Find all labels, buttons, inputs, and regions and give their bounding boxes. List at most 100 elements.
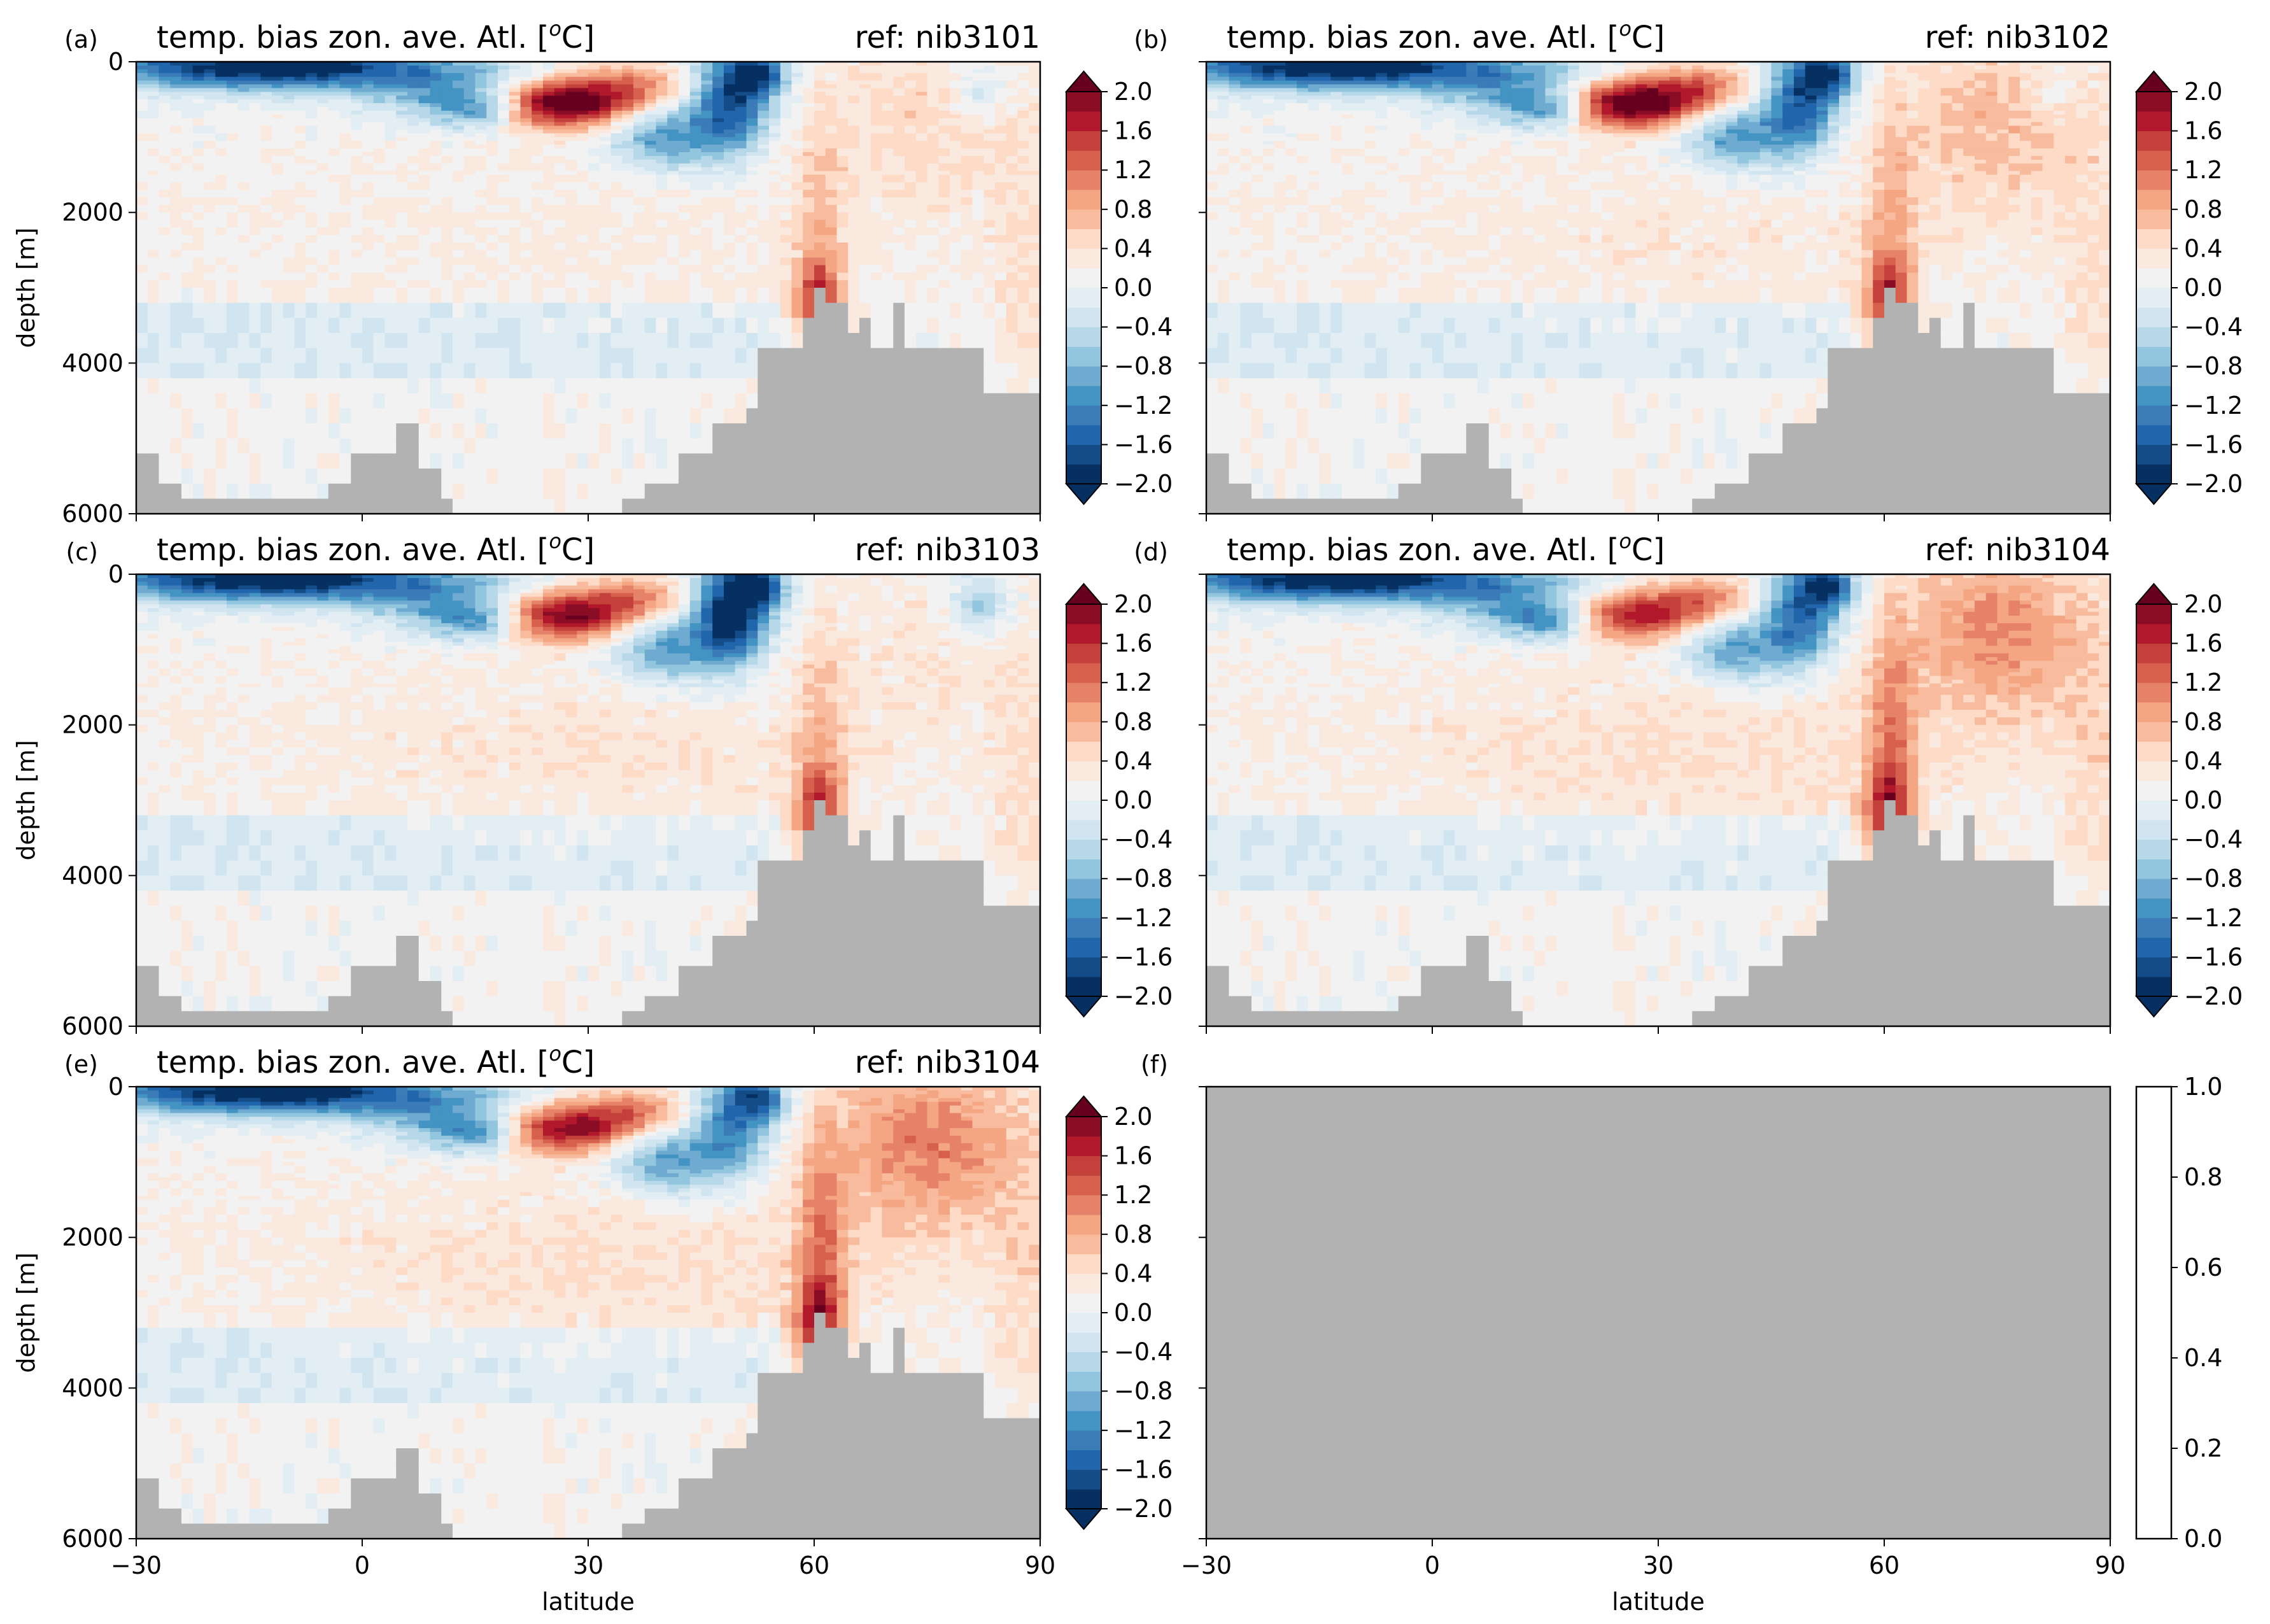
heatmap-cell (441, 205, 453, 213)
heatmap-cell (159, 288, 171, 303)
heatmap-cell (250, 280, 261, 288)
heatmap-cell (204, 469, 216, 484)
heatmap-cell (611, 453, 623, 469)
heatmap-cell (554, 235, 566, 243)
heatmap-cell (362, 118, 374, 123)
heatmap-cell (758, 164, 769, 168)
heatmap-cell (396, 111, 407, 115)
heatmap-cell (498, 118, 509, 123)
heatmap-cell (476, 175, 487, 183)
heatmap-cell (521, 182, 532, 190)
heatmap-cell (385, 69, 397, 74)
heatmap-cell (848, 145, 859, 149)
heatmap-cell (486, 148, 498, 153)
heatmap-cell (486, 498, 498, 514)
heatmap-cell (351, 484, 362, 499)
heatmap-cell (148, 133, 159, 138)
heatmap-cell (148, 453, 159, 469)
heatmap-cell (1029, 213, 1040, 220)
heatmap-cell (170, 164, 181, 168)
heatmap-cell (385, 73, 397, 78)
heatmap-cell (453, 145, 464, 149)
heatmap-cell (260, 145, 272, 149)
heatmap-cell (521, 363, 532, 378)
heatmap-cell (227, 439, 238, 454)
heatmap-cell (532, 265, 543, 273)
heatmap-cell (453, 152, 464, 157)
heatmap-cell (679, 258, 690, 265)
heatmap-cell (837, 77, 849, 81)
heatmap-cell (260, 111, 272, 115)
heatmap-cell (792, 77, 803, 81)
heatmap-cell (181, 167, 193, 172)
heatmap-cell (430, 363, 442, 378)
heatmap-cell (667, 469, 679, 484)
heatmap-cell (1206, 453, 1218, 469)
heatmap-cell (430, 288, 442, 303)
heatmap-cell (848, 126, 859, 131)
heatmap-cell (893, 137, 905, 141)
heatmap-cell (622, 318, 633, 333)
heatmap-cell (1029, 145, 1040, 149)
heatmap-cell (374, 348, 385, 364)
heatmap-cell (283, 92, 295, 96)
heatmap-cell (577, 378, 588, 393)
heatmap-cell (712, 118, 724, 123)
heatmap-cell (193, 288, 204, 303)
heatmap-cell (227, 213, 238, 220)
heatmap-cell (780, 258, 792, 265)
heatmap-cell (724, 115, 735, 119)
heatmap-cell (1218, 378, 1229, 393)
heatmap-cell (136, 118, 148, 123)
heatmap-cell (905, 220, 916, 228)
heatmap-cell (645, 318, 656, 333)
heatmap-cell (306, 99, 317, 104)
heatmap-cell (374, 164, 385, 168)
heatmap-cell (374, 363, 385, 378)
heatmap-cell (1006, 453, 1018, 469)
heatmap-cell (566, 182, 577, 190)
heatmap-cell (600, 167, 611, 172)
heatmap-cell (859, 115, 871, 119)
heatmap-cell (724, 243, 735, 250)
heatmap-cell (486, 156, 498, 160)
heatmap-cell (441, 265, 453, 273)
heatmap-cell (486, 164, 498, 168)
heatmap-cell (317, 137, 328, 141)
heatmap-cell (498, 220, 509, 228)
heatmap-cell (735, 182, 747, 190)
heatmap-cell (1006, 348, 1018, 364)
heatmap-cell (227, 333, 238, 348)
heatmap-cell (250, 111, 261, 115)
heatmap-cell (362, 393, 374, 409)
heatmap-cell (351, 156, 362, 160)
heatmap-cell (374, 95, 385, 100)
heatmap-cell (272, 81, 283, 85)
heatmap-cell (498, 99, 509, 104)
heatmap-cell (848, 197, 859, 205)
heatmap-cell (566, 145, 577, 149)
heatmap-cell (227, 122, 238, 127)
heatmap-cell (464, 280, 476, 288)
heatmap-cell (486, 393, 498, 409)
heatmap-cell (995, 118, 1006, 123)
heatmap-cell (283, 408, 295, 423)
heatmap-cell (667, 85, 679, 89)
heatmap-cell (814, 160, 826, 164)
heatmap-cell (633, 171, 645, 176)
heatmap-cell (667, 363, 679, 378)
heatmap-cell (882, 333, 894, 348)
heatmap-cell (656, 156, 668, 160)
heatmap-cell (272, 333, 283, 348)
heatmap-cell (159, 85, 171, 89)
heatmap-cell (905, 77, 916, 81)
heatmap-cell (848, 348, 859, 364)
heatmap-cell (701, 77, 713, 81)
heatmap-cell (306, 288, 317, 303)
heatmap-cell (193, 213, 204, 220)
heatmap-cell (938, 122, 950, 127)
heatmap-cell (521, 280, 532, 288)
heatmap-cell (747, 182, 758, 190)
heatmap-cell (645, 130, 656, 134)
heatmap-cell (317, 258, 328, 265)
